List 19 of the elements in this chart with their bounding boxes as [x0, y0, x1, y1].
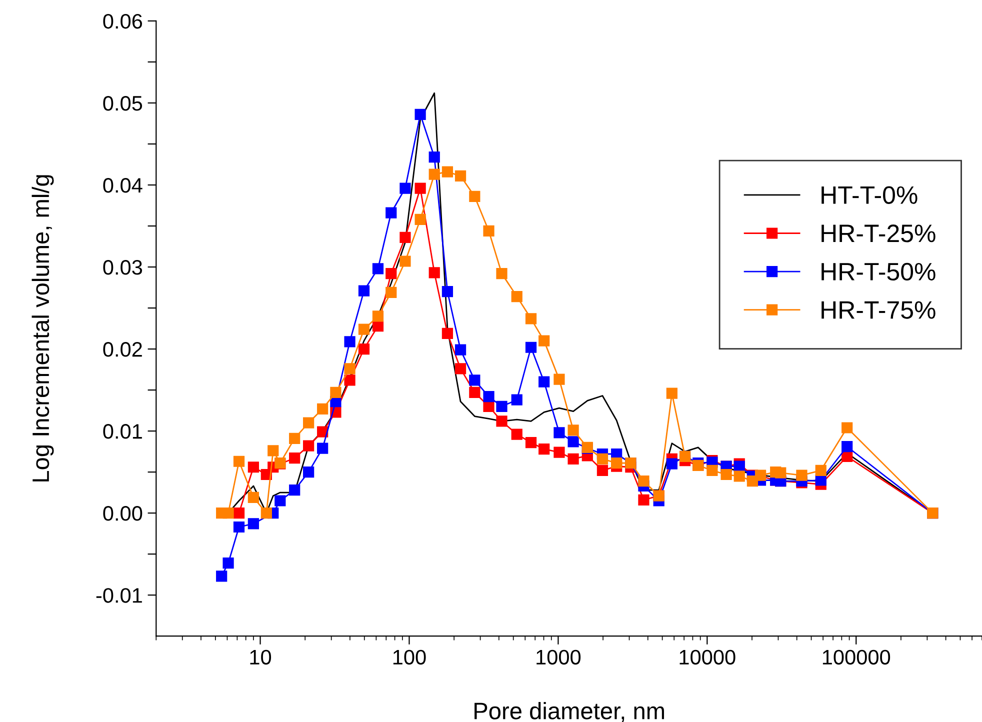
- x-tick-label: 10: [250, 650, 272, 665]
- y-tick-label: 0.01: [103, 424, 142, 439]
- y-tick-label: 0.05: [103, 96, 142, 111]
- y-tick-label: 0.02: [103, 342, 142, 357]
- x-tick-label: 100000: [822, 650, 890, 665]
- y-tick-label: 0.04: [103, 178, 142, 193]
- x-tick-label: 1000: [536, 650, 581, 665]
- legend-label: HR-T-50%: [822, 262, 936, 281]
- legend-label: HT-T-0%: [822, 186, 918, 204]
- y-axis-title: Log Incremental volume, ml/g: [32, 175, 54, 482]
- y-tick-label: -0.01: [96, 588, 142, 603]
- y-tick-label: 0.00: [103, 506, 142, 521]
- y-tick-label: 0.06: [103, 14, 142, 29]
- x-tick-label: 100: [393, 650, 426, 665]
- x-axis-title: Pore diameter, nm: [474, 702, 664, 722]
- y-tick-label: 0.03: [103, 260, 142, 275]
- legend-label: HR-T-25%: [822, 224, 936, 242]
- x-tick-label: 10000: [680, 650, 736, 665]
- legend-label: HR-T-75%: [822, 301, 936, 319]
